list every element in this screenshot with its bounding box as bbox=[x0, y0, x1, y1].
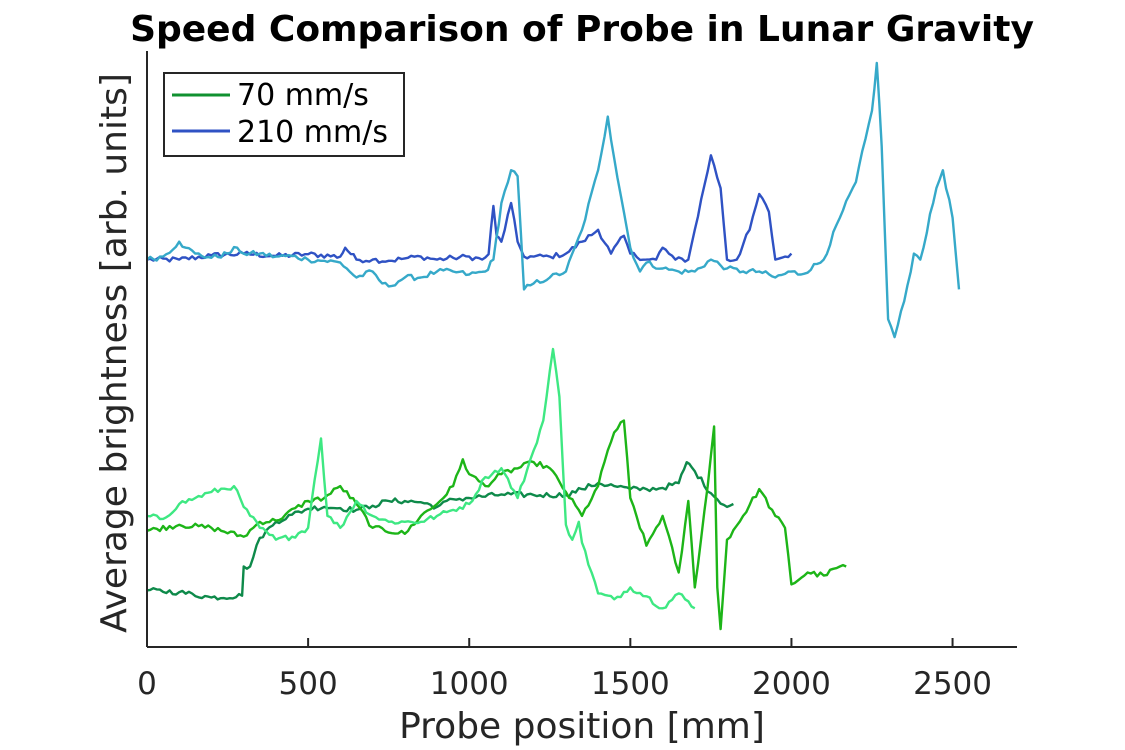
legend-label-210: 210 mm/s bbox=[237, 115, 388, 150]
x-tick-label-1000: 1000 bbox=[430, 666, 509, 702]
series-line-4 bbox=[146, 419, 847, 631]
x-tick-label-2000: 2000 bbox=[752, 666, 831, 702]
x-axis-label: Probe position [mm] bbox=[399, 706, 765, 747]
series-line-5 bbox=[146, 347, 696, 610]
series-line-2 bbox=[146, 61, 961, 339]
axes bbox=[146, 51, 1017, 648]
x-tick-label-1500: 1500 bbox=[591, 666, 670, 702]
legend-box bbox=[163, 72, 405, 157]
x-tick-label-500: 500 bbox=[279, 666, 338, 702]
legend: 70 mm/s 210 mm/s bbox=[163, 72, 405, 157]
y-axis-label: Average brightness [arb. units] bbox=[94, 73, 135, 633]
legend-label-70: 70 mm/s bbox=[237, 78, 369, 113]
x-tick-label-0: 0 bbox=[137, 666, 157, 702]
series-line-3 bbox=[146, 461, 734, 601]
plot-lines bbox=[146, 61, 961, 631]
x-tick-label-2500: 2500 bbox=[913, 666, 992, 702]
x-ticks: 0 500 1000 1500 2000 2500 bbox=[137, 638, 992, 702]
chart-title: Speed Comparison of Probe in Lunar Gravi… bbox=[130, 9, 1034, 50]
series-line-1 bbox=[146, 154, 793, 264]
